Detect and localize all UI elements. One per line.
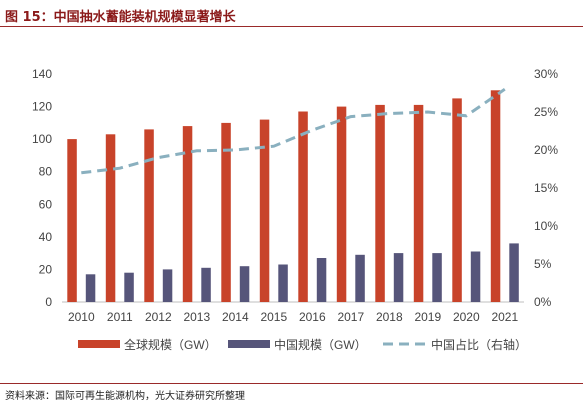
bar-china-capacity: [124, 272, 134, 302]
legend-item-china-share: 中国占比（右轴）: [383, 337, 527, 352]
bar-global-capacity: [105, 134, 116, 302]
left-tick-label: 0: [45, 295, 52, 309]
bar-china-capacity: [355, 254, 365, 302]
right-tick-label: 20%: [534, 143, 558, 157]
bar-global-capacity: [67, 139, 77, 302]
bar-china-capacity: [509, 243, 519, 302]
bar-china-capacity: [201, 267, 211, 302]
left-tick-label: 80: [39, 165, 53, 179]
left-tick-label: 20: [39, 262, 53, 276]
source-note: 资料来源：国际可再生能源机构，光大证券研究所整理: [5, 391, 245, 402]
right-tick-label: 30%: [534, 67, 558, 81]
right-tick-label: 15%: [534, 181, 558, 195]
left-tick-label: 40: [39, 230, 53, 244]
bar-global-capacity: [259, 119, 270, 302]
right-tick-label: 10%: [534, 219, 558, 233]
bar-china-capacity: [278, 264, 288, 302]
right-tick-label: 0%: [534, 295, 552, 309]
bar-global-capacity: [298, 111, 308, 302]
legend-label: 中国占比（右轴）: [431, 337, 527, 352]
legend-swatch: [78, 340, 120, 348]
bars-group: [67, 90, 519, 303]
right-tick-label: 25%: [534, 105, 558, 119]
x-tick-label: 2017: [337, 310, 364, 324]
right-tick-label: 5%: [534, 257, 552, 271]
bar-china-capacity: [85, 274, 96, 302]
legend-item-global: 全球规模（GW）: [78, 337, 217, 352]
bar-china-capacity: [393, 253, 404, 302]
legend-swatch: [228, 340, 270, 348]
bar-global-capacity: [182, 126, 193, 302]
x-tick-label: 2021: [491, 310, 518, 324]
bar-global-capacity: [413, 104, 424, 303]
bar-china-capacity: [470, 251, 481, 302]
x-axis-ticks: 2010 2011 2012 2013 2014 2015 2016 2017 2018 2019…: [68, 310, 519, 324]
x-tick-label: 2011: [107, 310, 133, 324]
bar-global-capacity: [452, 98, 462, 303]
bar-china-capacity: [239, 266, 250, 302]
series-line-china-share: [81, 87, 506, 175]
bar-china-capacity: [162, 269, 173, 302]
bar-global-capacity: [144, 129, 154, 302]
x-tick-label: 2015: [260, 310, 287, 324]
left-tick-label: 140: [32, 67, 52, 81]
x-tick-label: 2014: [222, 310, 249, 324]
legend-item-china: 中国规模（GW）: [228, 337, 367, 352]
bar-global-capacity: [375, 104, 385, 303]
left-tick-label: 60: [39, 197, 53, 211]
legend: 全球规模（GW） 中国规模（GW） 中国占比（右轴）: [78, 337, 527, 352]
x-tick-label: 2018: [376, 310, 403, 324]
legend-label: 全球规模（GW）: [124, 337, 217, 352]
title-divider: [0, 26, 583, 27]
x-tick-label: 2012: [145, 310, 172, 324]
bar-global-capacity: [336, 106, 347, 302]
x-tick-label: 2020: [453, 310, 480, 324]
x-tick-label: 2016: [299, 310, 326, 324]
figure-title: 图 15：中国抽水蓄能装机规模显著增长: [5, 10, 236, 25]
bar-global-capacity: [221, 122, 231, 303]
legend-label: 中国规模（GW）: [274, 337, 367, 352]
bar-china-capacity: [432, 253, 442, 302]
left-tick-label: 100: [32, 132, 52, 146]
source-divider: [0, 383, 583, 384]
right-axis-ticks: 0% 5% 10% 15% 20% 25% 30%: [534, 67, 558, 309]
x-tick-label: 2013: [183, 310, 210, 324]
left-axis-ticks: 0 20 40 60 80 100 120 140: [32, 67, 52, 309]
x-tick-label: 2019: [414, 310, 441, 324]
left-tick-label: 120: [32, 100, 52, 114]
bar-china-capacity: [316, 258, 327, 302]
x-tick-label: 2010: [68, 310, 95, 324]
bar-global-capacity: [490, 90, 501, 302]
